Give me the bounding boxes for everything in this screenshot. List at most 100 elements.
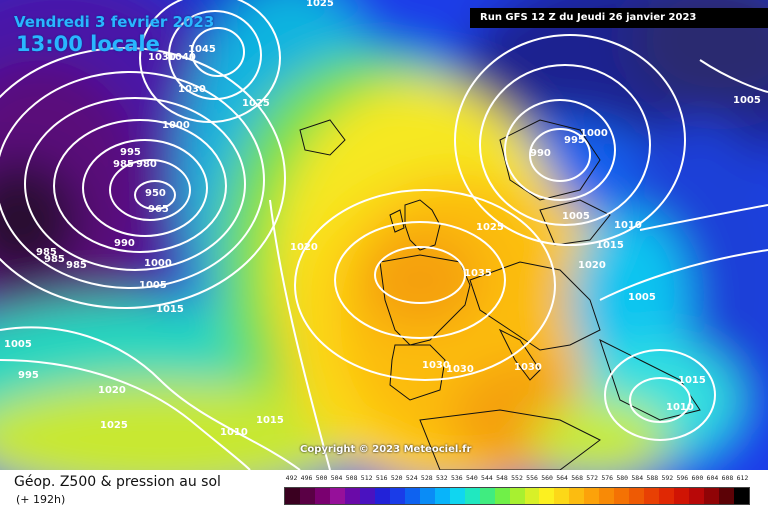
scale-swatch: [419, 488, 435, 504]
isobar-label: 1010: [220, 427, 248, 438]
scale-label: 496: [300, 474, 313, 482]
scale-swatch: [659, 488, 675, 504]
scale-label: 500: [315, 474, 328, 482]
scale-swatch: [464, 488, 480, 504]
isobar-label: 1025: [242, 98, 270, 109]
forecast-time: 13:00 locale: [16, 32, 160, 56]
isobar-label: 1015: [156, 304, 184, 315]
scale-label: 580: [616, 474, 629, 482]
scale-swatch: [404, 488, 420, 504]
isobar-label: 1015: [678, 375, 706, 386]
isobar-label: 985: [113, 159, 134, 170]
copyright: Copyright © 2023 Meteociel.fr: [300, 444, 472, 455]
isobar-labels: 1025 1040 1045 1030 1030 1025 1000 995 9…: [4, 0, 761, 438]
isobar-label: 965: [148, 204, 169, 215]
isobar-label: 995: [18, 370, 39, 381]
scale-swatch: [524, 488, 540, 504]
isobar-label: 1020: [578, 260, 606, 271]
isobar-label: 990: [530, 148, 551, 159]
scale-label: 536: [450, 474, 463, 482]
scale-swatch: [434, 488, 450, 504]
isobar-label: 950: [145, 188, 166, 199]
scale-label: 584: [631, 474, 644, 482]
scale-labels: 492 496 500 504 508 512 516 520 524 528 532 536 540 5…: [284, 474, 750, 486]
isobar-label: 1000: [162, 120, 190, 131]
scale-label: 504: [330, 474, 343, 482]
isobar-label: 990: [114, 238, 135, 249]
isobar-label: 1030: [514, 362, 542, 373]
scale-swatch: [569, 488, 585, 504]
scale-swatch: [584, 488, 600, 504]
isobar-label: 1025: [100, 420, 128, 431]
scale-swatch: [674, 488, 690, 504]
scale-swatch: [614, 488, 630, 504]
scale-swatch: [285, 488, 300, 504]
scale-swatch: [344, 488, 360, 504]
isobar-label: 1005: [733, 95, 761, 106]
isobar-label: 1015: [256, 415, 284, 426]
scale-swatch: [599, 488, 615, 504]
scale-label: 568: [571, 474, 583, 482]
scale-label: 600: [691, 474, 704, 482]
scale-label: 576: [601, 474, 614, 482]
scale-swatch: [314, 488, 330, 504]
isobar-label: 1030: [446, 364, 474, 375]
scale-swatch: [374, 488, 390, 504]
isobar-label: 1035: [464, 268, 492, 279]
scale-swatch: [389, 488, 405, 504]
scale-swatch: [494, 488, 510, 504]
scale-label: 508: [345, 474, 358, 482]
scale-label: 548: [496, 474, 508, 482]
scale-label: 588: [646, 474, 659, 482]
scale-swatch: [329, 488, 345, 504]
scale-swatch: [554, 488, 570, 504]
isobar-label: 1030: [422, 360, 450, 371]
isobar-label: 1005: [562, 211, 590, 222]
scale-swatch: [359, 488, 375, 504]
scale-label: 532: [435, 474, 448, 482]
isobar-label: 1045: [188, 44, 216, 55]
weather-map: 1025 1040 1045 1030 1030 1025 1000 995 9…: [0, 0, 768, 470]
map-title: Géop. Z500 & pression au sol: [14, 474, 221, 490]
scale-label: 564: [556, 474, 568, 482]
scale-label: 520: [390, 474, 403, 482]
isobar-label: 1015: [596, 240, 624, 251]
isobar-label: 1025: [306, 0, 334, 9]
scale-label: 604: [706, 474, 719, 482]
scale-label: 552: [511, 474, 523, 482]
scale-bar: [284, 487, 750, 505]
isobar-label: 1005: [4, 339, 32, 350]
scale-label: 560: [541, 474, 553, 482]
isobar-label: 1005: [628, 292, 656, 303]
scale-label: 540: [466, 474, 478, 482]
isobar-label: 1005: [139, 280, 167, 291]
isobar-label: 1010: [614, 220, 642, 231]
map-subtitle: (+ 192h): [16, 493, 66, 506]
isobar-label: 1040: [168, 52, 196, 63]
scale-swatch: [704, 488, 720, 504]
scale-label: 524: [405, 474, 418, 482]
scale-label: 556: [526, 474, 538, 482]
scale-label: 612: [736, 474, 749, 482]
scale-label: 572: [586, 474, 599, 482]
scale-label: 596: [676, 474, 689, 482]
isobar-label: 1000: [144, 258, 172, 269]
isobar-label: 1000: [580, 128, 608, 139]
color-scale: 492 496 500 504 508 512 516 520 524 528 532 536 540 5…: [284, 474, 750, 508]
z500-field: [0, 0, 768, 470]
isobar-label: 1010: [666, 402, 694, 413]
scale-label: 516: [375, 474, 388, 482]
land-outlines: [299, 119, 701, 470]
scale-label: 592: [661, 474, 674, 482]
isobar-label: 985: [66, 260, 87, 271]
isobar-label: 985: [44, 254, 65, 265]
isobar-label: 1020: [290, 242, 318, 253]
isobar-label: 980: [136, 159, 157, 170]
scale-label: 492: [285, 474, 298, 482]
legend-bar: Géop. Z500 & pression au sol (+ 192h) 49…: [0, 470, 768, 512]
scale-swatch: [539, 488, 555, 504]
scale-label: 512: [360, 474, 373, 482]
isobar-label: 1030: [148, 52, 176, 63]
scale-swatch: [734, 488, 750, 504]
isobar-label: 1030: [178, 84, 206, 95]
